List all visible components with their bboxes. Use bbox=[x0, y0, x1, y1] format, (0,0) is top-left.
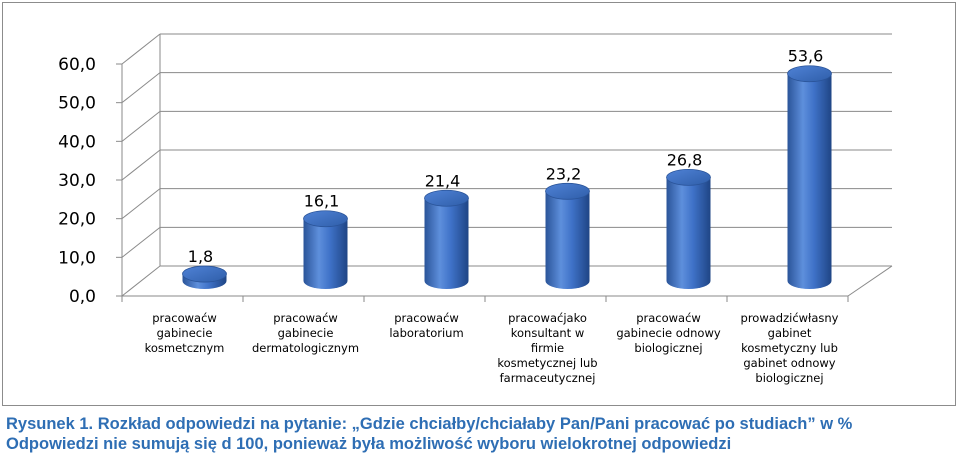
gridline-side bbox=[121, 72, 161, 104]
bar bbox=[787, 65, 832, 289]
data-label: 23,2 bbox=[546, 164, 582, 183]
x-tick-label: pracowaćjako konsultant w firmie kosmetyczn… bbox=[497, 311, 597, 385]
gridline-side bbox=[121, 33, 161, 65]
y-tick-label: 20,0 bbox=[58, 210, 96, 230]
bar bbox=[545, 182, 590, 289]
gridline-side bbox=[121, 188, 161, 220]
gridline-side bbox=[121, 226, 161, 258]
y-tick-label: 40,0 bbox=[58, 132, 96, 152]
bar bbox=[424, 189, 469, 289]
caption-line-1: Rysunek 1. Rozkład odpowiedzi na pytanie… bbox=[6, 415, 853, 433]
gridline-side bbox=[121, 149, 161, 181]
data-label: 26,8 bbox=[667, 150, 703, 169]
data-label: 21,4 bbox=[425, 171, 461, 190]
x-tick-label: pracowaćw gabinecie kosmetcznym bbox=[145, 311, 225, 355]
gridline-side bbox=[121, 110, 161, 142]
bar bbox=[182, 265, 227, 289]
data-label: 1,8 bbox=[188, 247, 213, 266]
x-tick-label: pracowaćw gabinecie dermatologicznym bbox=[252, 311, 359, 355]
x-tick-label: pracowaćw laboratorium bbox=[389, 311, 463, 340]
y-tick-label: 0,0 bbox=[69, 287, 96, 307]
gridline-side bbox=[121, 265, 161, 297]
y-tick-label: 60,0 bbox=[58, 55, 96, 75]
bar bbox=[303, 210, 348, 289]
data-label: 53,6 bbox=[788, 47, 824, 66]
floor-right-edge bbox=[847, 265, 893, 297]
y-tick-label: 50,0 bbox=[58, 94, 96, 114]
bar-chart: 0,0 10,0 20,0 30,0 40,0 50,0 60,0 1,8 pracowaćw g… bbox=[58, 33, 893, 385]
bar bbox=[666, 168, 711, 289]
x-tick-label: prowadzićwłasny gabinet kosmetyczny lub gab… bbox=[741, 311, 839, 385]
data-label: 16,1 bbox=[304, 192, 340, 211]
x-tick-label: pracowaćw gabinecie odnowy biologicznej bbox=[616, 311, 721, 355]
caption-line-2: Odpowiedzi nie sumują się d 100, poniewa… bbox=[6, 435, 732, 453]
y-tick-label: 30,0 bbox=[58, 171, 96, 191]
figure-caption: Rysunek 1. Rozkład odpowiedzi na pytanie… bbox=[6, 414, 956, 454]
y-tick-label: 10,0 bbox=[58, 248, 96, 268]
